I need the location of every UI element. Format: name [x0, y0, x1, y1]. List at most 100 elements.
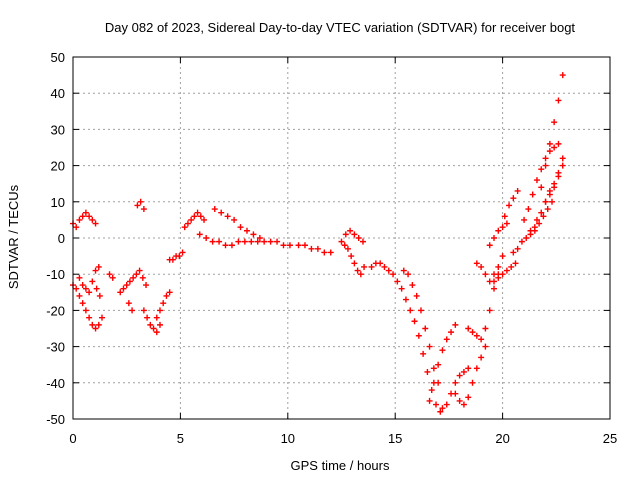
data-point — [147, 321, 154, 328]
data-point — [96, 292, 103, 299]
data-point — [495, 263, 502, 270]
y-tick-label: -30 — [46, 340, 65, 355]
data-point — [203, 235, 210, 241]
data-point — [460, 401, 467, 408]
data-point — [137, 198, 144, 205]
data-point — [456, 372, 463, 379]
data-point — [341, 242, 348, 249]
data-point — [536, 220, 543, 227]
data-point — [150, 325, 157, 332]
data-point — [538, 184, 545, 191]
data-point — [542, 198, 549, 205]
data-point — [430, 365, 437, 372]
data-point — [295, 242, 302, 249]
data-point — [437, 408, 444, 415]
data-point — [301, 242, 308, 249]
y-tick-label: 30 — [51, 122, 65, 137]
data-point — [426, 397, 433, 404]
data-point — [136, 267, 143, 274]
data-point — [176, 253, 183, 260]
data-point — [544, 206, 551, 213]
data-point — [473, 260, 480, 267]
data-point — [166, 289, 173, 296]
data-point — [411, 318, 418, 325]
data-point — [82, 209, 89, 216]
data-point — [209, 238, 216, 245]
data-point — [499, 224, 506, 231]
data-point — [525, 206, 532, 213]
data-point — [491, 285, 498, 292]
data-point — [361, 263, 368, 270]
data-point — [413, 292, 420, 299]
y-axis-label: SDTVAR / TECUs — [6, 184, 21, 289]
data-point — [117, 289, 124, 296]
data-point — [79, 282, 86, 289]
data-point — [92, 325, 99, 332]
data-point — [510, 195, 517, 202]
data-point — [482, 271, 489, 278]
data-point — [417, 307, 424, 314]
data-point — [514, 245, 521, 252]
data-point — [555, 140, 562, 147]
data-point — [452, 321, 459, 328]
x-tick-label: 15 — [388, 431, 402, 446]
y-tick-label: 20 — [51, 159, 65, 174]
data-point — [216, 238, 223, 245]
data-point — [473, 332, 480, 339]
data-point — [478, 263, 485, 270]
data-point — [194, 209, 201, 216]
data-point — [549, 198, 556, 205]
data-point — [460, 368, 467, 375]
data-point — [109, 274, 116, 281]
data-point — [156, 307, 163, 314]
data-point — [347, 227, 354, 234]
data-point — [501, 213, 508, 220]
data-point — [482, 343, 489, 350]
data-point — [231, 216, 238, 223]
data-point — [559, 162, 566, 169]
data-point — [228, 242, 235, 249]
data-point — [120, 285, 127, 292]
data-point — [377, 260, 384, 267]
data-point — [218, 209, 225, 216]
data-point — [153, 314, 160, 321]
data-point — [559, 155, 566, 162]
data-point — [469, 329, 476, 336]
x-tick-label: 10 — [281, 431, 295, 446]
data-point — [237, 224, 244, 231]
data-point — [351, 260, 358, 267]
data-point — [469, 379, 476, 386]
data-point — [254, 238, 261, 245]
data-point — [409, 282, 416, 289]
data-point — [503, 267, 510, 274]
data-point — [286, 242, 293, 249]
data-point — [241, 238, 248, 245]
data-point — [533, 216, 540, 223]
data-point — [95, 263, 102, 270]
x-axis-label: GPS time / hours — [291, 458, 390, 473]
data-point — [381, 263, 388, 270]
data-points — [70, 72, 566, 415]
data-point — [133, 271, 140, 278]
grid — [73, 57, 610, 419]
data-point — [76, 216, 83, 223]
data-point — [512, 260, 519, 267]
x-tick-label: 5 — [177, 431, 184, 446]
data-point — [156, 321, 163, 328]
data-point — [405, 271, 412, 278]
data-point — [546, 140, 553, 147]
data-point — [248, 238, 255, 245]
data-point — [76, 274, 83, 281]
data-point — [428, 387, 435, 394]
data-point — [503, 220, 510, 227]
data-point — [357, 271, 364, 278]
data-point — [163, 292, 170, 299]
data-point — [555, 97, 562, 104]
data-point — [433, 401, 440, 408]
data-point — [473, 365, 480, 372]
data-point — [426, 343, 433, 350]
data-point — [201, 216, 208, 223]
data-point — [95, 321, 102, 328]
plot-frame — [72, 56, 611, 420]
